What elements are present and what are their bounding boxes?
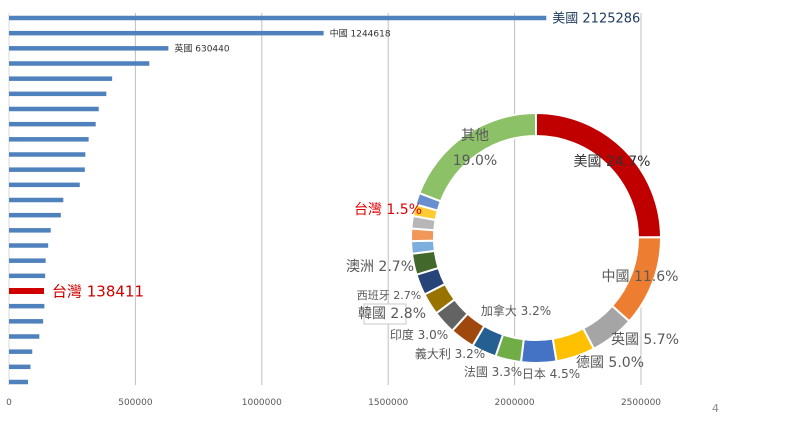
bar [9, 303, 45, 309]
bar [9, 61, 150, 66]
bar [9, 349, 33, 354]
x-tick-label: 500000 [118, 398, 153, 408]
bar [9, 334, 40, 339]
slice-label: 加拿大 3.2% [481, 303, 551, 318]
donut-slice [418, 111, 537, 203]
bar [9, 46, 169, 51]
bar-data-label: 台灣 138411 [52, 282, 144, 300]
slice-label: 中國 11.6% [602, 269, 679, 285]
bar [9, 319, 44, 324]
bar-data-label: 美國 2125286 [552, 12, 640, 27]
x-tick-label: 2500000 [621, 398, 661, 408]
bar [9, 364, 31, 370]
donut-slice [410, 239, 436, 255]
bar [9, 76, 113, 81]
bar [9, 273, 46, 279]
bar-highlight [9, 288, 44, 294]
bar [9, 258, 46, 263]
bar [9, 197, 64, 203]
bar-chart-gridlines [8, 13, 642, 385]
bar [9, 379, 28, 385]
bar [9, 137, 89, 142]
slice-label: 印度 3.0% [390, 327, 448, 342]
bar-data-label: 中國 1244618 [330, 27, 391, 39]
donut-chart-labels: 美國 24.7% 中國 11.6% 英國 5.7% 德國 5.0%日本 4.5%法國 … [346, 128, 679, 381]
slice-label: 韓國 2.8% [358, 306, 426, 322]
slice-label: 日本 4.5% [522, 367, 580, 381]
donut-chart [410, 111, 663, 364]
slice-label: 美國 24.7% [574, 154, 651, 170]
slice-label: 英國 5.7% [611, 331, 679, 348]
bar [9, 121, 96, 127]
slice-label: 德國 5.0% [576, 355, 644, 371]
bar-chart-x-axis: 0 500000 1000000 1500000 2000000 2500000 [6, 398, 661, 408]
slice-label: 19.0% [453, 153, 497, 169]
x-tick-label: 1000000 [242, 398, 282, 408]
bar [9, 91, 107, 97]
label-callout-box [363, 303, 407, 325]
slice-label: 台灣 1.5% [354, 202, 422, 218]
slice-label: 澳洲 2.7% [346, 259, 414, 275]
bar [9, 152, 86, 157]
bar [9, 182, 80, 188]
slice-label: 西班牙 2.7% [357, 289, 421, 302]
slice-label: 其他 [461, 128, 489, 144]
bar [9, 30, 324, 36]
x-tick-label: 2000000 [495, 398, 535, 408]
bar [9, 106, 99, 112]
bar [9, 228, 51, 233]
bar [9, 15, 547, 21]
bar [9, 243, 49, 248]
slice-label: 義大利 3.2% [415, 346, 485, 361]
bar [9, 212, 61, 218]
donut-slice [519, 337, 558, 364]
bar [9, 167, 85, 172]
page-number: 4 [712, 402, 719, 415]
bar-data-label: 英國 630440 [174, 43, 229, 55]
x-tick-label: 1500000 [368, 398, 408, 408]
slice-label: 法國 3.3% [464, 365, 522, 379]
bar-chart-bars: 美國 2125286 中國 1244618 英國 630440 台灣 138411 [9, 12, 640, 385]
x-tick-label: 0 [6, 398, 12, 408]
donut-slice [535, 111, 663, 239]
